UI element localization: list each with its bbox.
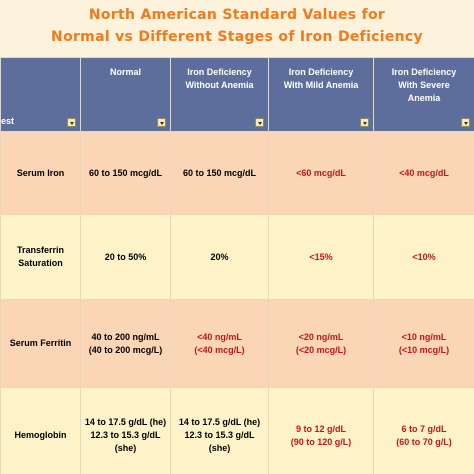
filter-button[interactable]: [157, 118, 166, 127]
title-line: North American Standard Values for: [88, 7, 386, 23]
header-row: est Normal Iron Deficiency Without Anemia I…: [0, 57, 474, 132]
value-cell: 20 to 50%: [80, 214, 171, 300]
value-cell: 6 to 7 g/dL (60 to 70 g/L): [373, 387, 474, 474]
value-cell: <40 ng/mL (<40 mcg/L): [170, 299, 269, 388]
column-header: Iron Deficiency With Severe Anemia: [373, 57, 474, 132]
value-cell: 40 to 200 ng/mL (40 to 200 mcg/L): [80, 299, 171, 388]
row-label: Transferrin Saturation: [0, 214, 81, 300]
column-header: est: [0, 57, 81, 132]
value-cell: <60 mcg/dL: [268, 131, 374, 215]
column-header: Iron Deficiency With Mild Anemia: [268, 57, 374, 132]
value-cell: 14 to 17.5 g/dL (he) 12.3 to 15.3 g/dL (…: [170, 387, 269, 474]
column-header: Iron Deficiency Without Anemia: [170, 57, 269, 132]
filter-button[interactable]: [461, 118, 470, 127]
column-header: Normal: [80, 57, 171, 132]
value-cell: 20%: [170, 214, 269, 300]
table-row: Serum Iron 60 to 150 mcg/dL 60 to 150 mcg/…: [0, 131, 474, 215]
filter-button[interactable]: [360, 118, 369, 127]
value-cell: 14 to 17.5 g/dL (he) 12.3 to 15.3 g/dL (…: [80, 387, 171, 474]
filter-button[interactable]: [67, 118, 76, 127]
row-label: Serum Iron: [0, 131, 81, 215]
value-cell: <10 ng/mL (<10 mcg/L): [373, 299, 474, 388]
filter-button[interactable]: [255, 118, 264, 127]
row-label: Serum Ferritin: [0, 299, 81, 388]
title: North American Standard Values for Norma…: [0, 4, 474, 48]
value-cell: 60 to 150 mcg/dL: [80, 131, 171, 215]
value-cell: <10%: [373, 214, 474, 300]
table-row: Serum Ferritin 40 to 200 ng/mL (40 to 200…: [0, 299, 474, 388]
iron-table: est Normal Iron Deficiency Without Anemia I…: [0, 57, 474, 474]
row-label: Hemoglobin: [0, 387, 81, 474]
title-line: Normal vs Different Stages of Iron Defic…: [51, 29, 423, 45]
value-cell: <20 ng/mL (<20 mcg/L): [268, 299, 374, 388]
table-row: Hemoglobin 14 to 17.5 g/dL (he) 12.3 to 1…: [0, 387, 474, 474]
value-cell: <15%: [268, 214, 374, 300]
value-cell: 60 to 150 mcg/dL: [170, 131, 269, 215]
table-row: Transferrin Saturation 20 to 50% 20% <15% <1…: [0, 214, 474, 300]
value-cell: 9 to 12 g/dL (90 to 120 g/L): [268, 387, 374, 474]
value-cell: <40 mcg/dL: [373, 131, 474, 215]
